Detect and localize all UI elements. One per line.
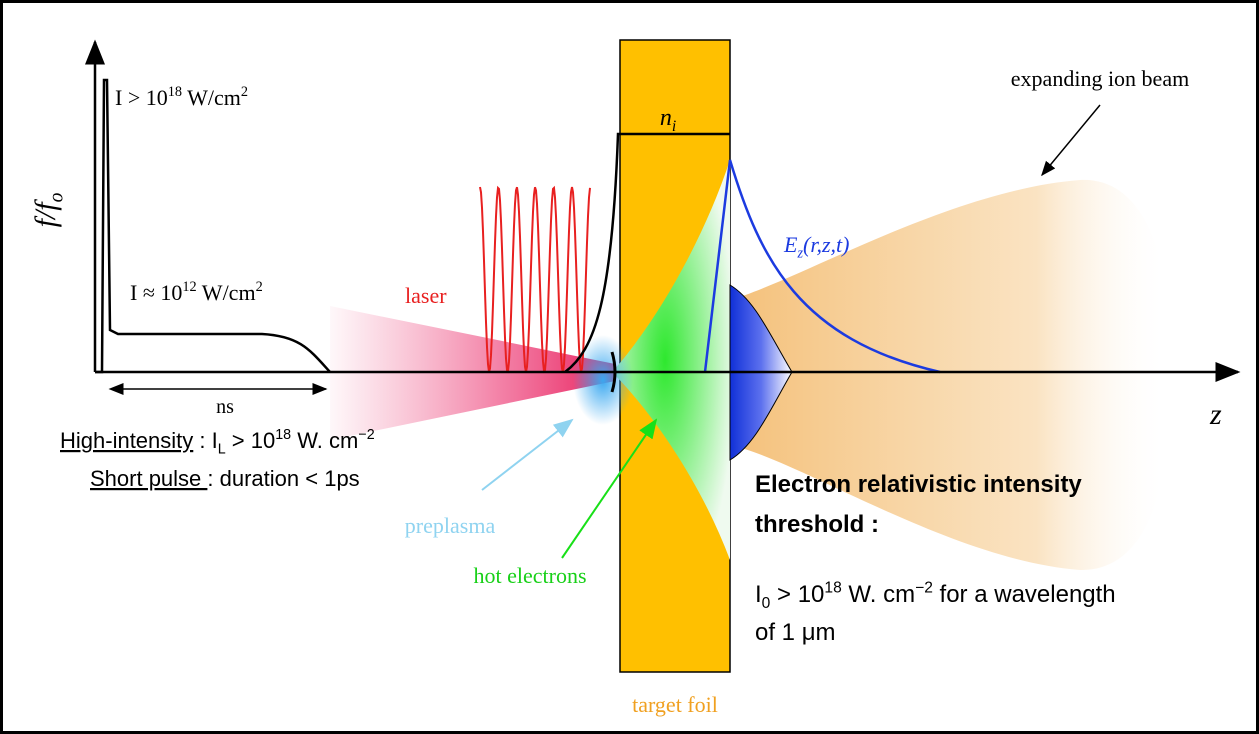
label-part: hot electrons <box>473 563 586 588</box>
density-profile <box>564 132 730 374</box>
label-part: : I <box>193 428 217 453</box>
note: Short pulse : duration < 1ps <box>90 466 360 491</box>
hot-electrons-label: hot electrons <box>473 563 586 588</box>
intensity-label: I ≈ 1012 W/cm2 <box>130 279 263 305</box>
label-part: W/cm <box>197 280 256 305</box>
note: High-intensity : IL > 1018 W. cm−2 <box>60 427 375 457</box>
label-part: 0 <box>762 595 771 612</box>
field-profile <box>703 159 941 374</box>
label-part: z <box>1209 398 1222 431</box>
laser-label: laser <box>405 283 447 308</box>
target-label: target foil <box>632 692 718 717</box>
ion-beam-arrow <box>1041 104 1101 177</box>
label-part: of 1 μm <box>755 619 836 646</box>
label-part: 18 <box>275 427 291 443</box>
axis-label: f/fo <box>29 192 68 227</box>
label-part: laser <box>405 283 447 308</box>
laser-wave <box>479 185 591 374</box>
label-part: Electron relativistic intensity <box>755 471 1082 498</box>
label-part: W/cm <box>182 85 241 110</box>
label-part: threshold <box>755 511 864 538</box>
label-part: (r,z,t) <box>803 232 849 257</box>
pulse-profile <box>95 78 331 374</box>
z-label: z <box>1209 398 1222 431</box>
hot-electron-cone <box>612 160 730 560</box>
label-part: 18 <box>168 84 182 100</box>
label-part: 18 <box>824 579 841 596</box>
label-part: W. cm <box>842 581 915 608</box>
label-part: 12 <box>182 279 196 295</box>
threshold-title: Electron relativistic intensity <box>755 471 1082 498</box>
label-part: I <box>755 581 762 608</box>
label-part: I ≈ 10 <box>130 280 182 305</box>
label-part: Short pulse <box>90 466 207 491</box>
label-part: High-intensity <box>60 428 193 453</box>
preplasma-label: preplasma <box>405 513 496 538</box>
label-part: i <box>672 118 676 135</box>
threshold-title: threshold : <box>755 511 879 538</box>
label-part: I > 10 <box>115 85 168 110</box>
label-part: W. cm <box>291 428 358 453</box>
hot-electrons-arrow <box>561 418 658 559</box>
threshold-value: I0 > 1018 W. cm−2 for a wavelength <box>755 579 1116 612</box>
label-part: target foil <box>632 692 718 717</box>
label-part: −2 <box>358 427 374 443</box>
label-part: L <box>218 442 226 458</box>
label-part: > 10 <box>770 581 824 608</box>
label-part: n <box>660 105 672 131</box>
label-part: 2 <box>241 84 248 100</box>
duration-label: ns <box>216 396 234 418</box>
label-part: 2 <box>256 279 263 295</box>
field-label: Ez(r,z,t) <box>783 232 849 262</box>
label-part: expanding ion beam <box>1011 66 1189 91</box>
label-part: : <box>864 511 879 538</box>
label-part: o <box>47 192 68 202</box>
label-part: ns <box>216 396 234 418</box>
label-part: −2 <box>915 579 933 596</box>
ion-beam <box>730 179 1168 571</box>
preplasma-glow <box>573 335 633 425</box>
ion-beam-label: expanding ion beam <box>1011 66 1189 91</box>
label-part: E <box>783 232 798 257</box>
intensity-label: I > 1018 W/cm2 <box>115 84 248 110</box>
preplasma-arrow <box>481 418 574 491</box>
threshold-value: of 1 μm <box>755 619 836 646</box>
label-part: z <box>796 246 803 262</box>
label-part: : duration < 1ps <box>207 466 359 491</box>
density-label: ni <box>660 105 676 135</box>
label-part: for a wavelength <box>933 581 1116 608</box>
label-part: > 10 <box>226 428 276 453</box>
label-part: preplasma <box>405 513 496 538</box>
label-part: f/f <box>29 199 62 228</box>
